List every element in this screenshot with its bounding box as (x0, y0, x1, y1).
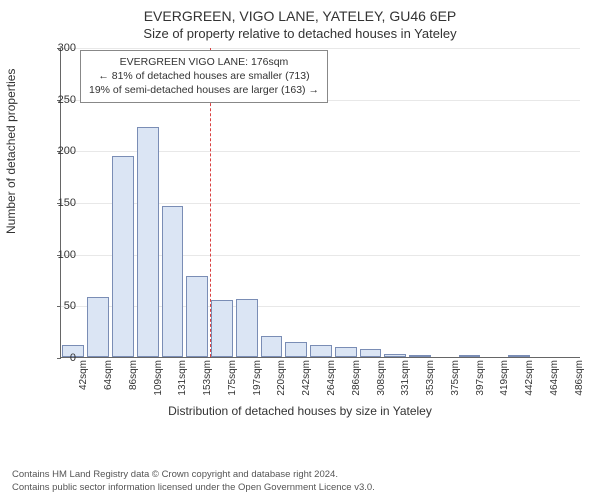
annotation-box: EVERGREEN VIGO LANE: 176sqm ← 81% of det… (80, 50, 328, 103)
xtick-label: 42sqm (78, 360, 89, 404)
xtick-label: 353sqm (425, 360, 436, 404)
histogram-bar (112, 156, 134, 358)
xtick-label: 242sqm (301, 360, 312, 404)
histogram-bar (335, 347, 357, 357)
xtick-label: 331sqm (400, 360, 411, 404)
xtick-label: 375sqm (450, 360, 461, 404)
xtick-label: 464sqm (549, 360, 560, 404)
ytick-label: 300 (46, 42, 76, 54)
xtick-label: 308sqm (376, 360, 387, 404)
xtick-label: 286sqm (351, 360, 362, 404)
histogram-bar (384, 354, 406, 357)
xtick-label: 86sqm (128, 360, 139, 404)
histogram-bar (236, 299, 258, 357)
histogram-bar (360, 349, 382, 357)
footer-line2: Contains public sector information licen… (12, 482, 375, 494)
xtick-label: 153sqm (202, 360, 213, 404)
histogram-bar (285, 342, 307, 358)
xtick-label: 419sqm (499, 360, 510, 404)
annotation-line1: EVERGREEN VIGO LANE: 176sqm (89, 55, 319, 69)
histogram-bar (261, 336, 283, 357)
ytick-label: 50 (46, 300, 76, 312)
xtick-label: 64sqm (103, 360, 114, 404)
ytick-label: 0 (46, 352, 76, 364)
xtick-label: 486sqm (574, 360, 585, 404)
xtick-label: 175sqm (227, 360, 238, 404)
xtick-label: 397sqm (475, 360, 486, 404)
footer-attribution: Contains HM Land Registry data © Crown c… (12, 469, 375, 494)
annotation-line2: ← 81% of detached houses are smaller (71… (89, 69, 319, 83)
histogram-bar (137, 127, 159, 357)
x-axis-label: Distribution of detached houses by size … (0, 404, 600, 418)
ytick-label: 200 (46, 145, 76, 157)
xtick-label: 197sqm (252, 360, 263, 404)
histogram-bar (162, 206, 184, 357)
gridline (61, 48, 580, 49)
histogram-bar (211, 300, 233, 357)
histogram-bar (409, 355, 431, 357)
histogram-bar (87, 297, 109, 357)
xtick-label: 109sqm (153, 360, 164, 404)
xtick-label: 220sqm (276, 360, 287, 404)
histogram-bar (459, 355, 481, 357)
histogram-bar (186, 276, 208, 357)
xtick-label: 264sqm (326, 360, 337, 404)
chart-title-sub: Size of property relative to detached ho… (0, 24, 600, 41)
chart-title-main: EVERGREEN, VIGO LANE, YATELEY, GU46 6EP (0, 0, 600, 24)
histogram-bar (310, 345, 332, 357)
footer-line1: Contains HM Land Registry data © Crown c… (12, 469, 375, 481)
xtick-label: 442sqm (524, 360, 535, 404)
ytick-label: 100 (46, 249, 76, 261)
annotation-line3: 19% of semi-detached houses are larger (… (89, 83, 319, 97)
ytick-label: 250 (46, 94, 76, 106)
xtick-label: 131sqm (177, 360, 188, 404)
histogram-bar (508, 355, 530, 357)
ytick-label: 150 (46, 197, 76, 209)
y-axis-label: Number of detached properties (4, 69, 18, 234)
